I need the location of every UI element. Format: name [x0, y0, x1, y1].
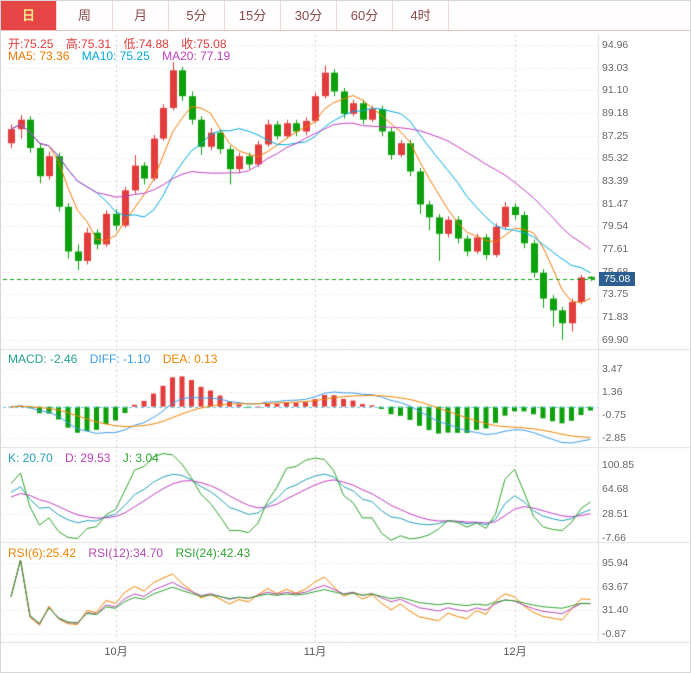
- period-tab-5[interactable]: 30分: [281, 1, 337, 30]
- period-tab-6[interactable]: 60分: [337, 1, 393, 30]
- chart-area: 开:75.25 高:75.31 低:74.88 收:75.08 MA5: 73.…: [1, 31, 690, 672]
- period-tabbar: 日周月 5分 15分 30分 60分 4时: [1, 1, 690, 31]
- period-tab-0[interactable]: 日: [1, 1, 57, 30]
- period-tab-1[interactable]: 周: [57, 1, 113, 30]
- kline-canvas[interactable]: [1, 31, 690, 672]
- period-tab-3[interactable]: 5分: [169, 1, 225, 30]
- period-tab-7[interactable]: 4时: [393, 1, 449, 30]
- period-tab-2[interactable]: 月: [113, 1, 169, 30]
- period-tab-4[interactable]: 15分: [225, 1, 281, 30]
